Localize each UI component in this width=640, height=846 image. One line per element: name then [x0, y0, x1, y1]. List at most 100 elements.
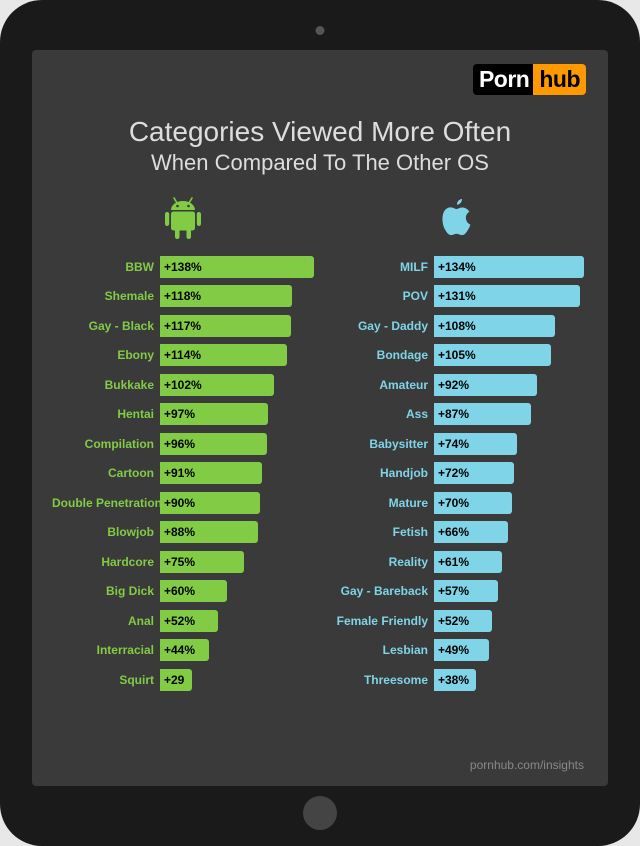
- charts-container: BBW Shemale Gay - Black Ebony Bukkake Hentai C…: [52, 194, 588, 695]
- bar: [434, 610, 492, 632]
- bar-area: [434, 551, 588, 573]
- tablet-home-button: [303, 796, 337, 830]
- chart-row: Cartoon: [52, 459, 314, 489]
- bar-area: [434, 492, 588, 514]
- bar-area: [434, 610, 588, 632]
- apple-bars: MILFPOVGay - Daddy Bondage Amateur Ass Babys…: [326, 252, 588, 695]
- bar: [434, 374, 537, 396]
- category-label: Mature: [326, 496, 434, 510]
- bar-area: [434, 462, 588, 484]
- category-label: Blowjob: [52, 525, 160, 539]
- chart-row: MILF: [326, 252, 588, 282]
- category-label: Threesome: [326, 673, 434, 687]
- category-label: Bondage: [326, 348, 434, 362]
- category-label: Fetish: [326, 525, 434, 539]
- bar: [160, 669, 192, 691]
- bar-area: [160, 433, 314, 455]
- bar: [160, 344, 287, 366]
- bar: [160, 521, 258, 543]
- bar-area: [434, 344, 588, 366]
- footer-link: pornhub.com/insights: [470, 758, 584, 772]
- category-label: Reality: [326, 555, 434, 569]
- category-label: Ass: [326, 407, 434, 421]
- bar: [434, 315, 555, 337]
- chart-row: Big Dick: [52, 577, 314, 607]
- category-label: Big Dick: [52, 584, 160, 598]
- chart-row: Bondage: [326, 341, 588, 371]
- category-label: Squirt: [52, 673, 160, 687]
- bar-area: [160, 315, 314, 337]
- bar-area: [160, 492, 314, 514]
- apple-column: MILFPOVGay - Daddy Bondage Amateur Ass Babys…: [326, 194, 588, 695]
- chart-row: Threesome: [326, 665, 588, 695]
- category-label: Cartoon: [52, 466, 160, 480]
- category-label: Double Penetration: [52, 496, 160, 510]
- logo-left: Porn: [473, 64, 533, 95]
- chart-row: Hardcore: [52, 547, 314, 577]
- chart-row: Blowjob: [52, 518, 314, 548]
- bar: [160, 492, 260, 514]
- apple-icon: [326, 194, 588, 246]
- bar: [434, 403, 531, 425]
- chart-row: Compilation: [52, 429, 314, 459]
- category-label: Babysitter: [326, 437, 434, 451]
- category-label: Gay - Bareback: [326, 584, 434, 598]
- category-label: Shemale: [52, 289, 160, 303]
- bar: [434, 669, 476, 691]
- bar-area: [160, 256, 314, 278]
- chart-row: Fetish: [326, 518, 588, 548]
- chart-row: Gay - Daddy: [326, 311, 588, 341]
- category-label: Bukkake: [52, 378, 160, 392]
- bar: [160, 256, 314, 278]
- bar-area: [160, 403, 314, 425]
- category-label: Female Friendly: [326, 614, 434, 628]
- chart-row: Lesbian: [326, 636, 588, 666]
- chart-row: Gay - Black: [52, 311, 314, 341]
- chart-row: BBW: [52, 252, 314, 282]
- chart-row: Amateur: [326, 370, 588, 400]
- android-icon: [52, 194, 314, 246]
- category-label: Ebony: [52, 348, 160, 362]
- bar: [434, 580, 498, 602]
- bar-area: [434, 374, 588, 396]
- chart-row: Hentai: [52, 400, 314, 430]
- bar: [160, 551, 244, 573]
- bar-area: [434, 403, 588, 425]
- title: Categories Viewed More Often: [52, 116, 588, 148]
- bar: [160, 285, 292, 307]
- category-label: Lesbian: [326, 643, 434, 657]
- category-label: Handjob: [326, 466, 434, 480]
- chart-row: Handjob: [326, 459, 588, 489]
- bar-area: [160, 551, 314, 573]
- bar-area: [434, 580, 588, 602]
- chart-row: Shemale: [52, 282, 314, 312]
- category-label: Amateur: [326, 378, 434, 392]
- chart-row: Ebony: [52, 341, 314, 371]
- bar: [160, 610, 218, 632]
- chart-row: Female Friendly: [326, 606, 588, 636]
- chart-row: Gay - Bareback: [326, 577, 588, 607]
- bar: [434, 256, 584, 278]
- bar: [434, 462, 514, 484]
- bar: [434, 639, 489, 661]
- tablet-camera: [316, 26, 325, 35]
- bar: [160, 580, 227, 602]
- bar: [160, 374, 274, 396]
- chart-row: Babysitter: [326, 429, 588, 459]
- category-label: Hentai: [52, 407, 160, 421]
- bar: [160, 315, 291, 337]
- bar: [160, 403, 268, 425]
- bar-area: [160, 639, 314, 661]
- android-bars: BBW Shemale Gay - Black Ebony Bukkake Hentai C…: [52, 252, 314, 695]
- category-label: Hardcore: [52, 555, 160, 569]
- logo-right: hub: [533, 64, 586, 95]
- chart-row: POV: [326, 282, 588, 312]
- chart-row: Double Penetration: [52, 488, 314, 518]
- category-label: Interracial: [52, 643, 160, 657]
- bar: [434, 521, 508, 543]
- chart-row: Mature: [326, 488, 588, 518]
- bar-area: [160, 580, 314, 602]
- chart-row: Reality: [326, 547, 588, 577]
- category-label: Compilation: [52, 437, 160, 451]
- bar-area: [434, 521, 588, 543]
